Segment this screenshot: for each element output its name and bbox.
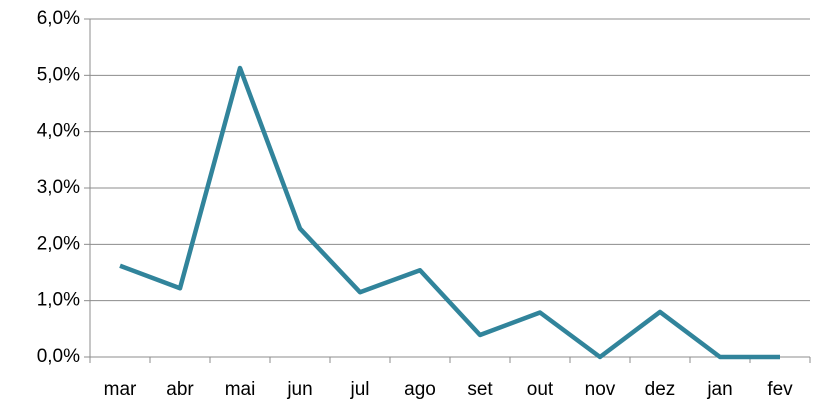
- x-tick-label: fev: [767, 379, 793, 400]
- y-tick-label: 2,0%: [37, 233, 80, 254]
- y-tick-label: 4,0%: [37, 121, 80, 142]
- x-tick-label: ago: [404, 379, 436, 400]
- x-tick-label: mar: [104, 379, 137, 400]
- y-tick-label: 3,0%: [37, 177, 80, 198]
- x-tick-label: dez: [645, 379, 676, 400]
- x-tick-label: out: [527, 379, 554, 400]
- y-tick-label: 5,0%: [37, 64, 80, 85]
- x-tick-label: abr: [166, 379, 194, 400]
- x-tick-label: jul: [349, 379, 369, 400]
- x-tick-label: jan: [706, 379, 732, 400]
- x-tick-label: set: [467, 379, 493, 400]
- x-tick-label: mai: [225, 379, 256, 400]
- x-tick-label: nov: [585, 379, 616, 400]
- y-tick-label: 6,0%: [37, 8, 80, 29]
- y-tick-label: 0,0%: [37, 346, 80, 367]
- x-tick-label: jun: [286, 379, 312, 400]
- data-line: [119, 65, 780, 360]
- y-tick-label: 1,0%: [37, 290, 80, 311]
